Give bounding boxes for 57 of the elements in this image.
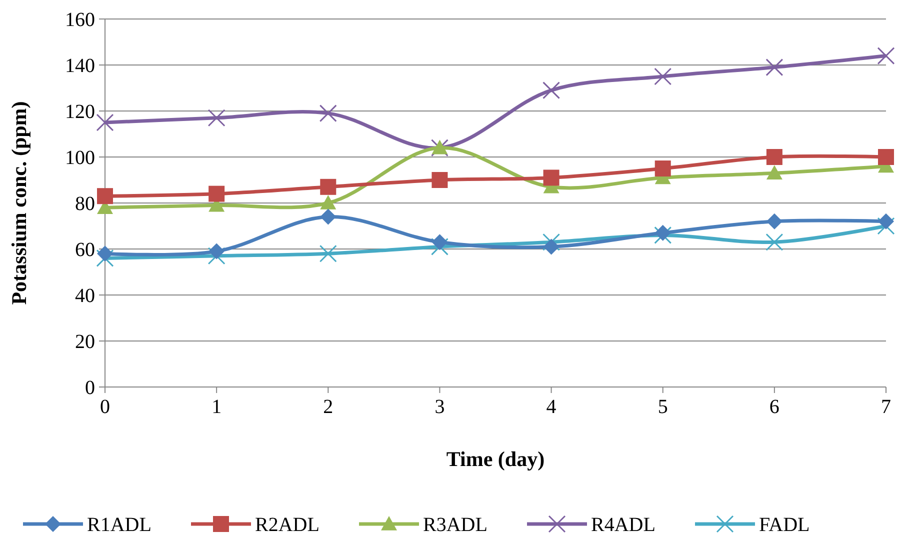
legend-label: R2ADL xyxy=(255,514,320,536)
point xyxy=(877,47,895,65)
x-tick-label: 7 xyxy=(881,396,891,418)
point xyxy=(208,247,226,265)
point xyxy=(878,149,894,165)
x-axis-title: Time (day) xyxy=(446,447,545,471)
x-tick-label: 4 xyxy=(546,396,556,418)
point xyxy=(97,246,113,262)
y-tick-label: 20 xyxy=(75,331,95,353)
point xyxy=(543,238,560,255)
x-tick-label: 2 xyxy=(323,396,334,418)
point xyxy=(319,104,337,122)
x-tick-label: 0 xyxy=(100,396,110,418)
y-tick-label: 140 xyxy=(65,55,95,77)
point xyxy=(878,213,894,230)
x-tick-label: 6 xyxy=(769,396,780,418)
point xyxy=(654,68,672,86)
point xyxy=(320,208,336,225)
y-tick-label: 40 xyxy=(75,285,95,307)
point xyxy=(542,82,560,100)
legend-label: R3ADL xyxy=(423,514,488,536)
point xyxy=(654,226,672,244)
point xyxy=(320,195,336,210)
point xyxy=(430,238,448,256)
point xyxy=(208,243,225,260)
legend-label: FADL xyxy=(759,514,810,536)
point xyxy=(766,165,782,180)
point xyxy=(766,213,782,230)
y-tick-label: 80 xyxy=(75,193,95,215)
legend-label: R1ADL xyxy=(87,514,152,536)
point xyxy=(766,58,784,76)
y-axis-title: Potassium conc. (ppm) xyxy=(7,101,31,305)
point xyxy=(96,249,114,267)
x-tick-label: 3 xyxy=(434,396,445,418)
point xyxy=(208,186,225,202)
y-tick-label: 100 xyxy=(65,147,95,169)
point xyxy=(543,170,560,186)
point xyxy=(96,114,114,132)
y-tick-label: 160 xyxy=(65,9,95,31)
point xyxy=(877,217,895,235)
point xyxy=(208,109,226,127)
y-tick-label: 120 xyxy=(65,101,95,123)
point xyxy=(319,244,337,262)
point xyxy=(766,233,784,251)
point xyxy=(542,233,560,251)
point xyxy=(654,160,671,176)
x-tick-label: 5 xyxy=(658,396,668,418)
point xyxy=(432,172,448,188)
y-tick-label: 60 xyxy=(75,239,95,261)
point xyxy=(766,149,782,165)
point xyxy=(654,224,671,241)
legend-label: R4ADL xyxy=(591,514,656,536)
y-tick-label: 0 xyxy=(85,377,95,399)
x-tick-label: 1 xyxy=(212,396,222,418)
point xyxy=(432,234,448,250)
point xyxy=(97,188,113,204)
point xyxy=(320,178,336,195)
